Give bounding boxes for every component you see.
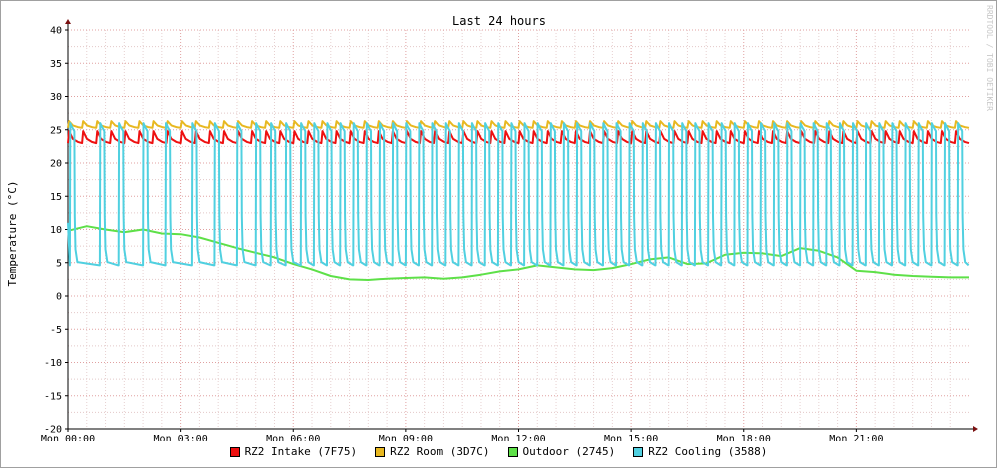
- x-tick-label: Mon 18:00: [717, 434, 771, 441]
- y-tick-label: -15: [44, 391, 62, 402]
- y-tick-label: -5: [50, 325, 62, 336]
- legend-item-intake: RZ2 Intake (7F75): [229, 445, 358, 458]
- watermark: RRDTOOL / TOBI OETIKER: [985, 5, 994, 111]
- x-tick-label: Mon 00:00: [41, 434, 95, 441]
- y-axis-label: Temperature (°C): [6, 181, 19, 287]
- legend-swatch-outdoor: [507, 446, 518, 457]
- chart-title: Last 24 hours: [452, 14, 546, 28]
- x-tick-label: Mon 06:00: [266, 434, 320, 441]
- x-tick-label: Mon 09:00: [379, 434, 433, 441]
- legend-label-outdoor: Outdoor (2745): [522, 445, 616, 458]
- y-tick-label: 40: [50, 26, 62, 37]
- y-axis-arrow: [65, 19, 71, 24]
- legend-item-outdoor: Outdoor (2745): [507, 445, 616, 458]
- y-tick-label: 35: [50, 59, 62, 70]
- series-cooling-line: [67, 122, 970, 267]
- legend-swatch-intake: [229, 446, 240, 457]
- legend-item-cooling: RZ2 Cooling (3588): [633, 445, 767, 458]
- x-tick-label: Mon 15:00: [604, 434, 658, 441]
- y-tick-label: -10: [44, 358, 62, 369]
- chart-legend: RZ2 Intake (7F75) RZ2 Room (3D7C) Outdoo…: [1, 445, 996, 458]
- legend-label-intake: RZ2 Intake (7F75): [244, 445, 358, 458]
- x-tick-label: Mon 21:00: [829, 434, 883, 441]
- legend-swatch-room: [375, 446, 386, 457]
- y-tick-label: -20: [44, 425, 62, 436]
- legend-label-room: RZ2 Room (3D7C): [390, 445, 490, 458]
- x-axis-arrow: [973, 426, 978, 432]
- y-tick-label: 10: [50, 225, 62, 236]
- x-tick-label: Mon 12:00: [491, 434, 545, 441]
- y-tick-label: 20: [50, 159, 62, 170]
- legend-swatch-cooling: [633, 446, 644, 457]
- y-tick-label: 5: [56, 258, 62, 269]
- y-tick-label: 15: [50, 192, 62, 203]
- y-tick-label: 30: [50, 92, 62, 103]
- y-tick-label: 25: [50, 125, 62, 136]
- y-tick-label: 0: [56, 292, 62, 303]
- series-intake-line: [67, 130, 970, 145]
- legend-item-room: RZ2 Room (3D7C): [375, 445, 490, 458]
- legend-label-cooling: RZ2 Cooling (3588): [648, 445, 768, 458]
- x-tick-label: Mon 03:00: [154, 434, 208, 441]
- series-room-line: [67, 120, 970, 129]
